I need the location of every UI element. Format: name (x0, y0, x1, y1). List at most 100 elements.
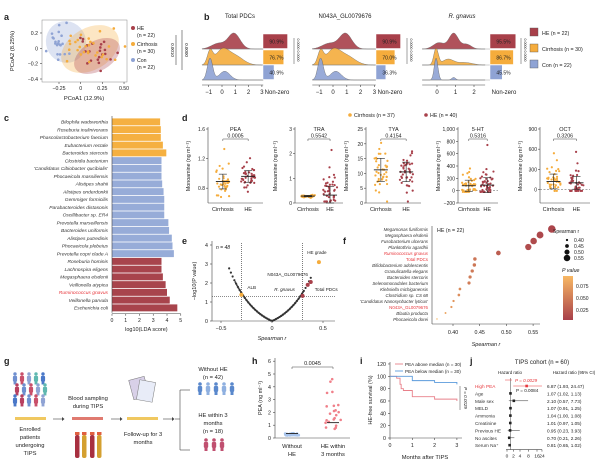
y-tick-label: 3 (289, 127, 292, 133)
point-cirrhosis (79, 33, 83, 37)
data-point (553, 189, 556, 192)
data-point (468, 188, 472, 191)
species-label: Planktothrix agardhii (388, 245, 429, 250)
data-point (467, 176, 471, 179)
point-cirrhosis (89, 40, 92, 44)
species-label: Alistipes putredinis (66, 236, 108, 242)
species-label: Selenomonadales bacterium (372, 281, 428, 286)
non-zero-pct: 86.7% (496, 56, 511, 62)
species-label: Ruminococcus gnavus (384, 251, 429, 256)
enrolled-text: undergoing (15, 443, 44, 449)
n-label: n = 48 (216, 245, 230, 251)
data-point (576, 183, 579, 186)
y-tick-label: 1.2 (198, 157, 205, 163)
panel-letter-g: g (4, 356, 10, 366)
data-point (297, 433, 301, 437)
lda-bar (112, 265, 162, 273)
data-point (375, 170, 378, 173)
lda-bar (112, 203, 165, 211)
subplot-title: Total PDCs (225, 14, 255, 20)
ridge-cirrhosis (312, 47, 376, 66)
point-cirrhosis (78, 45, 82, 49)
data-point (331, 390, 334, 394)
legend-swatch (529, 43, 539, 53)
point-cirrhosis (113, 58, 117, 62)
data-point (557, 168, 560, 171)
data-point (332, 404, 336, 408)
x-tick-label: 0 (220, 90, 224, 96)
data-point (334, 413, 338, 417)
person-icon (43, 383, 47, 387)
panel-letter-d: d (182, 113, 188, 123)
data-point (227, 195, 231, 198)
data-point (253, 174, 256, 177)
point-cirrhosis (94, 54, 97, 57)
y-tick-label: 0 (289, 201, 292, 207)
lda-bar (112, 257, 162, 265)
x-tick-label: 2 (359, 90, 363, 96)
y-tick-label: 20 (357, 142, 363, 148)
subplot-title: OCT (559, 127, 571, 133)
hr-marker (512, 399, 516, 403)
y-axis-label: PEA (ng ml⁻¹) (258, 381, 264, 415)
person-icon (203, 442, 209, 448)
person-icon (41, 394, 45, 398)
data-point (401, 173, 404, 176)
data-point (472, 188, 475, 191)
non-zero-label: Non-zero (378, 90, 403, 96)
y-axis-label: Monoamine (ng ml⁻¹) (344, 141, 350, 191)
column-header: Hazard ratio (95% CI) (553, 370, 596, 375)
non-zero-bar (262, 64, 275, 80)
data-point (474, 183, 477, 186)
p-value: 0.5316 (470, 134, 486, 140)
lda-bar (112, 219, 169, 227)
data-point (461, 173, 464, 176)
point-label: HE grade (307, 250, 327, 255)
species-label: N043A_GL0079676 (389, 305, 428, 310)
species-label: Eubacterium rectale (65, 143, 109, 149)
data-point (329, 380, 332, 383)
data-point (335, 186, 339, 189)
y-axis-label: PCoA2 (8.25%) (10, 31, 16, 71)
ridge-he (312, 32, 376, 50)
x-tick-label: 0.25 (97, 86, 107, 92)
point-he (86, 62, 89, 65)
point-cirrhosis (84, 45, 87, 48)
legend-swatch (529, 59, 539, 69)
lda-bar (112, 149, 167, 157)
point-label: R. gnavus (274, 287, 295, 292)
p-value: 0.0010 (170, 43, 175, 57)
data-point (219, 195, 223, 199)
species-label: Oscillibacter sp. ER4 (63, 213, 109, 219)
column-header: Hazard ratio (498, 370, 522, 375)
row-label: MELD (475, 406, 489, 411)
species-label: Ruminococcus gnavus (59, 290, 109, 296)
data-point (571, 176, 574, 179)
data-point (328, 192, 331, 195)
y-tick-label: 0 (383, 436, 386, 442)
data-point (244, 176, 247, 179)
point-he (99, 69, 102, 73)
species-label: Prevotella copri clade A (57, 251, 108, 257)
point-con (57, 30, 61, 34)
data-point (322, 188, 325, 191)
data-point (405, 191, 408, 194)
person-icon (22, 383, 26, 387)
person-icon (15, 383, 19, 387)
data-point (238, 288, 241, 291)
panel-letter-c: c (4, 113, 9, 123)
significance-values: 0.0000 0.0000 (296, 39, 300, 62)
point-he (97, 55, 101, 59)
data-point (481, 188, 484, 192)
person-icon (14, 386, 20, 393)
data-point (569, 189, 572, 192)
species-label: Veillonella atypica (69, 282, 108, 288)
data-point (325, 418, 328, 422)
data-point (400, 181, 403, 184)
species-label: Escherichia coli (74, 306, 109, 312)
data-point (474, 177, 477, 180)
lda-bar (112, 172, 162, 180)
y-tick-label: 900 (529, 127, 538, 133)
person-icon (204, 438, 208, 442)
data-point (405, 163, 408, 166)
